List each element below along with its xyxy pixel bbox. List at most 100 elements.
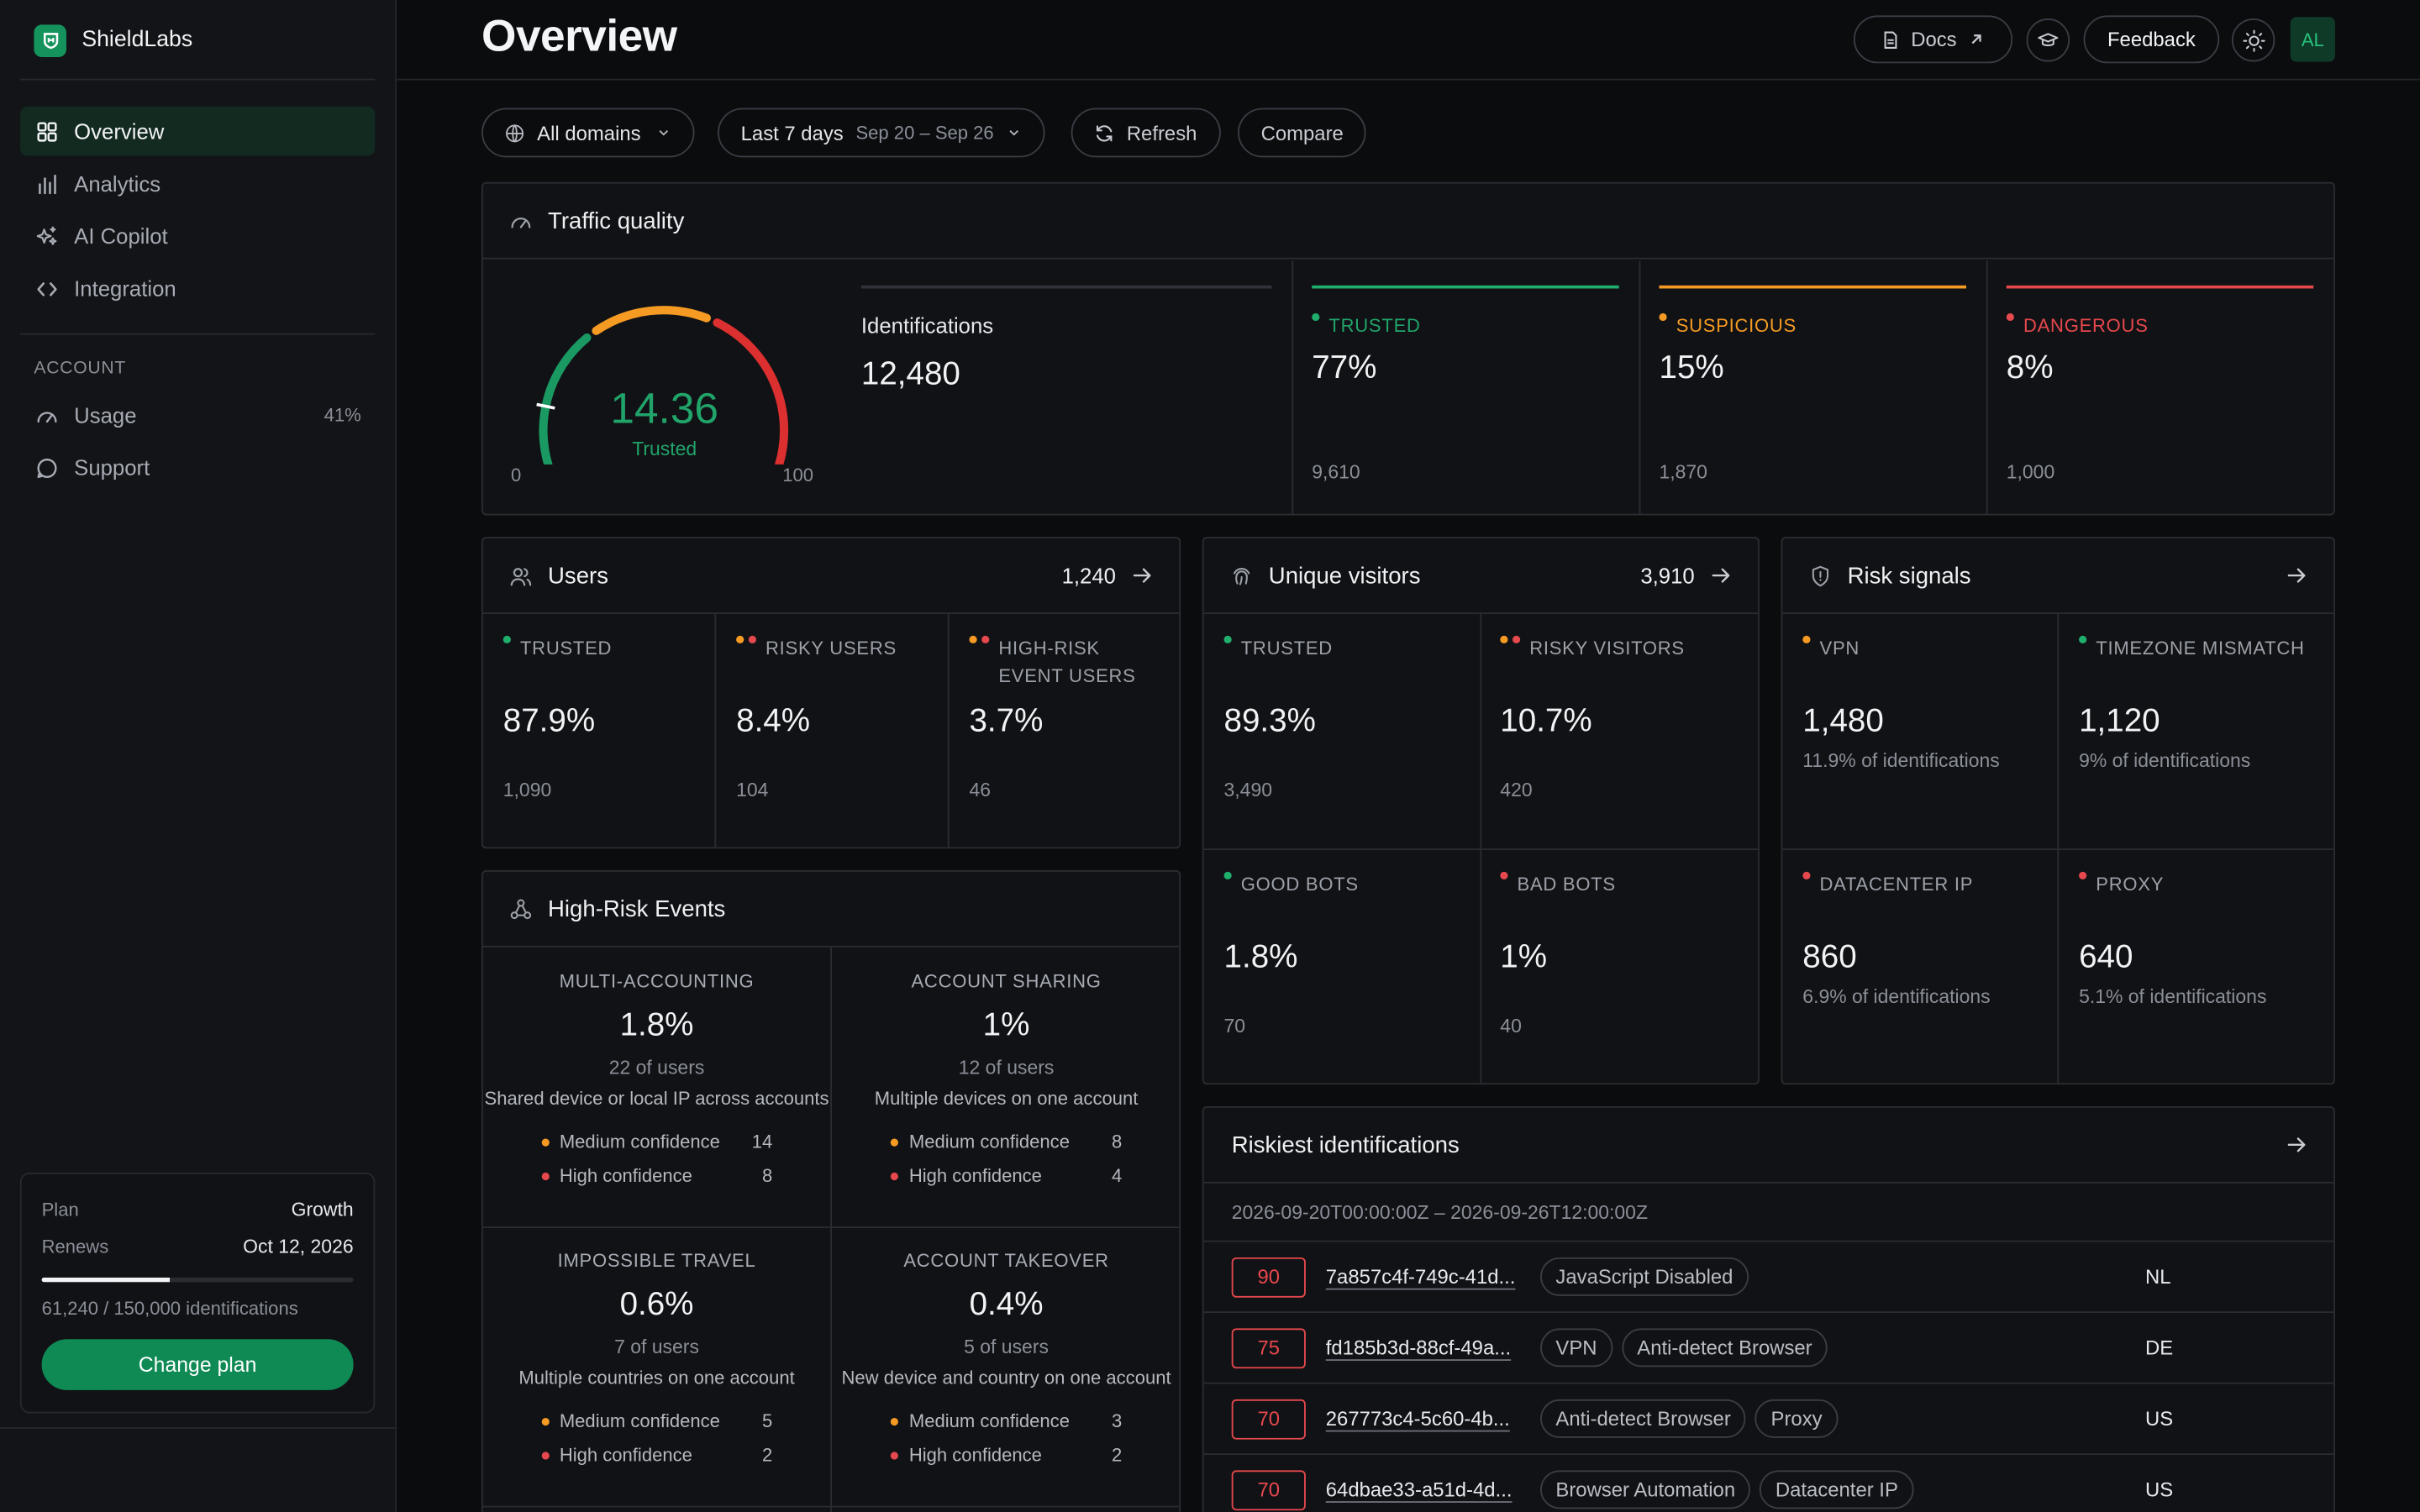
divider [1639,260,1641,514]
gauge-icon [511,217,531,228]
users-trusted-cell: TRUSTED 87.9% 1,090 [502,634,712,801]
feedback-button[interactable]: Feedback [2083,15,2220,64]
divider [830,947,833,1512]
date-range-select[interactable]: Last 7 days Sep 20 – Sep 26 [718,108,1045,158]
arrow-right-icon[interactable] [2286,564,2307,586]
cell-count: 70 [1223,1015,1246,1037]
cell-label: TIMEZONE MISMATCH [2079,634,2333,662]
high-risk-events-panel: High-Risk Events MULTI-ACCOUNTING 1.8% 2… [481,869,1181,1512]
cell-label: TRUSTED [1223,634,1471,662]
panel-header[interactable]: Unique visitors 3,910 [1203,538,1759,615]
sidebar-item-usage[interactable]: Usage 41% [20,391,375,440]
avatar[interactable]: AL [2290,17,2335,62]
divider [1312,285,1619,289]
panel-header[interactable]: Risk signals [1782,538,2334,615]
visitors-bad-bots-cell: BAD BOTS 1% 40 [1500,870,1754,1037]
identification-link[interactable]: 7a857c4f-749c-41d... [1325,1265,1516,1289]
visitors-total: 3,910 [1640,563,1695,588]
event-users: 7 of users [614,1336,699,1358]
gauge-min: 0 [510,464,522,486]
panel-title: Unique visitors [1268,562,1421,589]
divider [2006,285,2314,289]
shield-alert-icon [1812,564,1829,586]
domain-select[interactable]: All domains [481,108,695,158]
event-users: 22 of users [608,1057,705,1079]
brand[interactable]: ShieldLabs [34,24,192,57]
cell-value: 10.7% [1500,703,1592,739]
identification-link[interactable]: 267773c4-5c60-4b... [1325,1407,1510,1431]
sidebar-item-integration[interactable]: Integration [20,264,375,313]
academy-button[interactable] [2026,18,2070,62]
divider [19,333,376,335]
renews-label: Renews [41,1236,109,1257]
panel-title: High-Risk Events [548,895,726,922]
confidence-high: High confidence 8 [483,1165,830,1186]
gauge-arc-dangerous [713,318,789,465]
cell-value: 1,120 [2079,703,2160,739]
sidebar-item-ai-copilot[interactable]: AI Copilot [20,212,375,261]
sidebar-item-label: Overview [74,118,165,144]
docs-button[interactable]: Docs [1853,15,2013,64]
table-row[interactable]: 75 fd185b3d-88cf-49a... VPN Anti-detect B… [1203,1311,2334,1382]
date-range-text: 2026-09-20T00:00:00Z – 2026-09-26T12:00:… [1231,1201,1648,1224]
docs-label: Docs [1911,28,1957,51]
event-desc: Multiple devices on one account [874,1087,1139,1110]
tag: Browser Automation [1540,1470,1751,1509]
trust-gauge: 14.36 Trusted 0 100 [483,260,861,513]
tag: Proxy [1755,1399,1838,1438]
trusted-pct: 77% [1312,349,1377,386]
panel-header[interactable]: Riskiest identifications [1203,1108,2334,1184]
risk-score: 75 [1231,1327,1306,1368]
divider [1659,285,1967,289]
cell-count: 1,090 [502,779,552,801]
impossible-travel-cell[interactable]: IMPOSSIBLE TRAVEL 0.6% 7 of users Multip… [483,1250,830,1466]
sidebar-item-label: Usage [74,402,137,428]
sidebar-item-analytics[interactable]: Analytics [20,159,375,208]
compare-button[interactable]: Compare [1238,108,1367,158]
event-desc: Multiple countries on one account [518,1367,795,1389]
account-sharing-cell[interactable]: ACCOUNT SHARING 1% 12 of users Multiple … [832,970,1181,1186]
timezone-mismatch-cell: TIMEZONE MISMATCH 1,120 9% of identifica… [2079,634,2333,771]
panel-header[interactable]: Users 1,240 [482,538,1180,615]
plan-value: Growth [291,1199,354,1221]
sidebar-item-overview[interactable]: Overview [19,106,376,156]
tag: Anti-detect Browser [1621,1328,1828,1368]
confidence-high: High confidence 2 [483,1444,830,1466]
account-takeover-cell[interactable]: ACCOUNT TAKEOVER 0.4% 5 of users New dev… [832,1250,1181,1466]
visitors-risky-cell: RISKY VISITORS 10.7% 420 [1500,634,1754,801]
table-row[interactable]: 90 7a857c4f-749c-41d... JavaScript Disab… [1203,1240,2334,1311]
arrow-right-icon[interactable] [2286,1134,2307,1156]
external-link-icon [1971,34,1981,45]
cell-sub: 6.9% of identifications [1802,985,1991,1008]
graduation-cap-icon [2038,33,2059,47]
panel-title: Traffic quality [548,207,685,234]
network-icon [510,898,532,919]
identification-link[interactable]: fd185b3d-88cf-49a... [1325,1336,1512,1360]
arrow-right-icon[interactable] [1710,564,1732,586]
refresh-button[interactable]: Refresh [1071,108,1220,158]
brand-name: ShieldLabs [82,28,193,53]
table-row[interactable]: 70 64dbae33-a51d-4d... Browser Automatio… [1203,1453,2334,1512]
identifications-stat: Identifications 12,480 [860,260,1292,513]
multi-accounting-cell[interactable]: MULTI-ACCOUNTING 1.8% 22 of users Shared… [483,970,830,1186]
arrow-right-icon[interactable] [1131,564,1153,586]
unique-visitors-panel: Unique visitors 3,910 TRUSTED 89.3% 3,49… [1202,537,1760,1085]
suspicious-label: SUSPICIOUS [1659,312,1796,339]
sidebar-item-support[interactable]: Support [20,443,375,492]
proxy-cell: PROXY 640 5.1% of identifications [2079,870,2333,1007]
renews-row: Renews Oct 12, 2026 [42,1236,354,1257]
identifications-value: 12,480 [860,356,960,392]
tag: Anti-detect Browser [1540,1399,1747,1438]
theme-toggle-button[interactable] [2231,18,2275,62]
gauge-max: 100 [782,464,814,486]
trusted-label: TRUSTED [1312,312,1420,339]
riskiest-identifications-panel: Riskiest identifications 2026-09-20T00:0… [1202,1105,2335,1512]
datacenter-ip-cell: DATACENTER IP 860 6.9% of identification… [1802,870,2057,1007]
event-pct: 1.8% [619,1007,694,1043]
identification-link[interactable]: 64dbae33-a51d-4d... [1325,1478,1512,1502]
change-plan-button[interactable]: Change plan [41,1339,354,1390]
table-row[interactable]: 70 267773c4-5c60-4b... Anti-detect Brows… [1203,1382,2334,1453]
users-panel: Users 1,240 TRUSTED 87.9% 1,090 RISKY US… [481,537,1181,849]
users-icon [510,567,532,585]
code-icon [37,281,57,296]
